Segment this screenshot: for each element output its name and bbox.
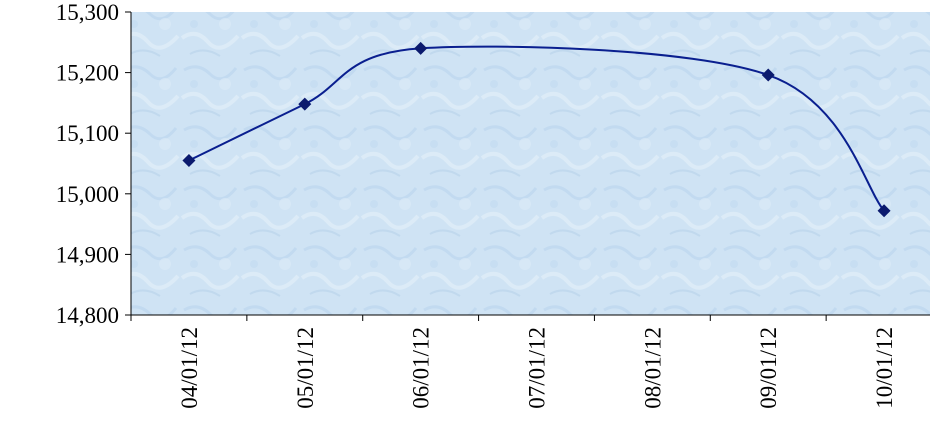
x-tick-label: 06/01/12 <box>409 327 434 409</box>
y-tick-label: 15,200 <box>56 61 119 86</box>
data-point-marker <box>877 204 891 218</box>
series-group <box>182 41 891 218</box>
y-axis-ticks: 14,800 14,900 15,000 15,100 15,200 15,300 <box>56 0 131 328</box>
y-tick-label: 15,100 <box>56 121 119 146</box>
x-tick-label: 08/01/12 <box>640 327 665 409</box>
x-tick-label: 10/01/12 <box>872 327 897 409</box>
x-tick-label: 09/01/12 <box>756 327 781 409</box>
x-tick-label: 07/01/12 <box>525 327 550 409</box>
series-line <box>188 45 885 212</box>
y-tick-label: 14,800 <box>56 303 119 328</box>
axes <box>130 12 930 316</box>
data-point-marker <box>298 97 312 111</box>
x-axis-ticks: 04/01/12 05/01/12 06/01/12 07/01/12 08/01/12… <box>130 315 897 409</box>
y-tick-label: 15,300 <box>56 0 119 25</box>
plot-area <box>131 12 930 315</box>
data-point-marker <box>414 41 428 55</box>
x-tick-label: 05/01/12 <box>293 327 318 409</box>
data-point-marker <box>182 153 196 167</box>
y-tick-label: 15,000 <box>56 182 119 207</box>
data-point-marker <box>761 68 775 82</box>
x-tick-label: 04/01/12 <box>177 327 202 409</box>
y-tick-label: 14,900 <box>56 242 119 267</box>
